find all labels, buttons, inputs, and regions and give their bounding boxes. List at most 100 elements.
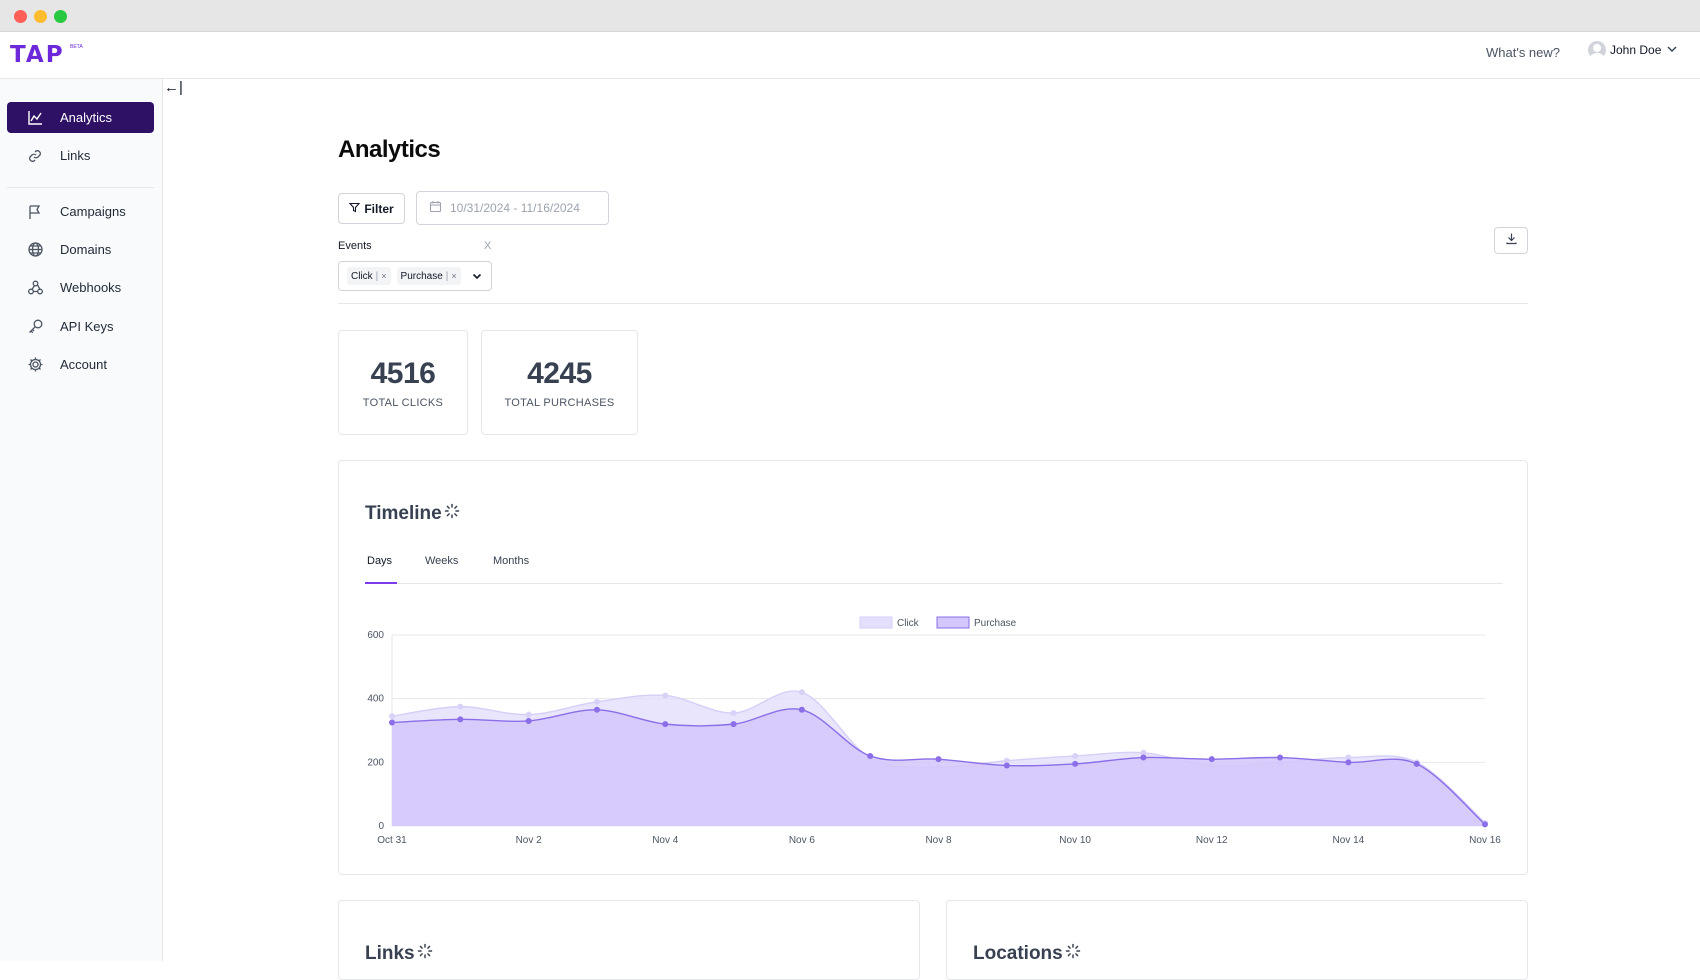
locations-card-title: Locations [973, 943, 1081, 965]
locations-card [946, 900, 1528, 980]
sidebar-divider [7, 187, 154, 188]
top-header: TAP BETA What's new? John Doe [0, 32, 1700, 79]
y-tick-label: 400 [367, 694, 384, 705]
whats-new-link[interactable]: What's new? [1486, 45, 1561, 60]
data-point-click [457, 703, 464, 710]
sidebar-item-webhooks[interactable]: Webhooks [7, 272, 154, 303]
filter-button[interactable]: Filter [338, 193, 405, 224]
sidebar-item-links[interactable]: Links [7, 140, 154, 171]
sidebar-item-label: Analytics [60, 110, 113, 125]
filter-label: Filter [364, 201, 394, 216]
data-point-purchase [730, 721, 737, 728]
data-point-purchase [662, 721, 669, 728]
chip-label: Purchase [400, 270, 443, 282]
legend-swatch [936, 616, 970, 629]
legend-swatch [859, 616, 893, 629]
data-point-purchase [1208, 756, 1215, 763]
stat-value: 4516 [370, 356, 436, 390]
x-tick-label: Nov 6 [789, 835, 816, 846]
remove-chip-button[interactable]: × [451, 271, 457, 281]
window-titlebar [0, 0, 1700, 32]
data-point-purchase [935, 756, 942, 763]
data-point-purchase [798, 706, 805, 713]
user-name: John Doe [1610, 43, 1662, 57]
legend-label: Purchase [974, 618, 1017, 629]
data-point-click [1345, 754, 1352, 761]
chevron-down-icon[interactable] [471, 270, 483, 282]
loading-spinner-icon [1065, 943, 1081, 965]
sidebar-item-analytics[interactable]: Analytics [7, 102, 154, 133]
active-tab-indicator [365, 582, 397, 584]
sidebar-item-label: API Keys [60, 319, 114, 334]
filter-icon [349, 202, 361, 216]
minimize-window-button[interactable] [34, 10, 47, 23]
series-area-purchase [392, 708, 1485, 826]
app-logo[interactable]: TAP [10, 42, 65, 68]
key-icon [26, 318, 44, 336]
timeline-chart: 0 200 400 600 Oct 31 Nov 2 Nov 4 Nov 6 Nov 8 Nov … [367, 616, 1501, 846]
tab-weeks[interactable]: Weeks [425, 555, 459, 567]
date-range-picker[interactable]: 10/31/2024 - 11/16/2024 [416, 191, 609, 225]
stat-value: 4245 [527, 356, 592, 390]
y-tick-label: 200 [367, 757, 384, 768]
sidebar-item-domains[interactable]: Domains [7, 234, 154, 265]
stat-label: TOTAL CLICKS [362, 396, 444, 409]
data-point-click [1003, 757, 1010, 764]
logo-badge: BETA [70, 44, 83, 50]
links-card [338, 900, 920, 980]
x-tick-label: Nov 14 [1333, 835, 1365, 846]
data-point-purchase [1345, 759, 1352, 766]
user-menu[interactable]: John Doe [1588, 41, 1679, 59]
data-point-click [798, 689, 805, 696]
tab-days[interactable]: Days [367, 555, 393, 567]
chip-separator: | [375, 270, 379, 282]
data-point-purchase [457, 716, 464, 723]
link-icon [26, 147, 44, 165]
x-tick-label: Oct 31 [377, 835, 407, 846]
maximize-window-button[interactable] [54, 10, 67, 23]
data-point-purchase [867, 752, 874, 759]
sidebar-item-label: Webhooks [60, 280, 122, 295]
events-select[interactable]: Click | × Purchase | × [338, 261, 492, 291]
x-tick-label: Nov 16 [1469, 835, 1501, 846]
data-point-click [389, 713, 395, 720]
gear-icon [26, 356, 44, 374]
event-chip-click: Click | × [347, 267, 391, 285]
x-tick-label: Nov 10 [1059, 835, 1091, 846]
legend-label: Click [897, 618, 920, 629]
data-point-click [593, 698, 600, 705]
page-title: Analytics [338, 136, 441, 163]
flag-icon [26, 203, 44, 221]
data-point-purchase [1140, 754, 1147, 761]
section-divider [338, 303, 1528, 304]
sidebar-item-label: Links [60, 148, 91, 163]
sidebar-item-campaigns[interactable]: Campaigns [7, 196, 154, 227]
event-chip-purchase: Purchase | × [396, 267, 461, 285]
sidebar: Analytics Links Campaigns Domains Webhoo… [0, 79, 163, 961]
remove-chip-button[interactable]: × [381, 271, 387, 281]
stat-card-total-purchases: 4245 TOTAL PURCHASES [481, 330, 638, 435]
data-point-purchase [389, 719, 395, 726]
download-button[interactable] [1494, 227, 1528, 254]
chevron-down-icon [1665, 42, 1679, 59]
events-clear-button[interactable]: X [484, 240, 492, 252]
tab-months[interactable]: Months [493, 555, 530, 567]
close-window-button[interactable] [14, 10, 27, 23]
timeline-title: Timeline [365, 503, 460, 525]
card-title-text: Timeline [365, 503, 442, 524]
calendar-icon [429, 200, 442, 216]
sidebar-item-api-keys[interactable]: API Keys [7, 311, 154, 342]
data-point-click [1140, 749, 1147, 756]
sidebar-item-account[interactable]: Account [7, 349, 154, 380]
date-range-placeholder: 10/31/2024 - 11/16/2024 [450, 201, 580, 215]
stat-card-total-clicks: 4516 TOTAL CLICKS [338, 330, 468, 435]
avatar [1588, 41, 1606, 59]
chip-label: Click [351, 270, 373, 282]
globe-icon [26, 241, 44, 259]
x-tick-label: Nov 2 [516, 835, 543, 846]
collapse-sidebar-button[interactable]: ←| [164, 79, 183, 96]
data-point-purchase [1277, 754, 1284, 761]
timeline-tabs: Days Weeks Months [365, 552, 1503, 584]
data-point-purchase [1413, 760, 1420, 767]
loading-spinner-icon [417, 943, 433, 965]
